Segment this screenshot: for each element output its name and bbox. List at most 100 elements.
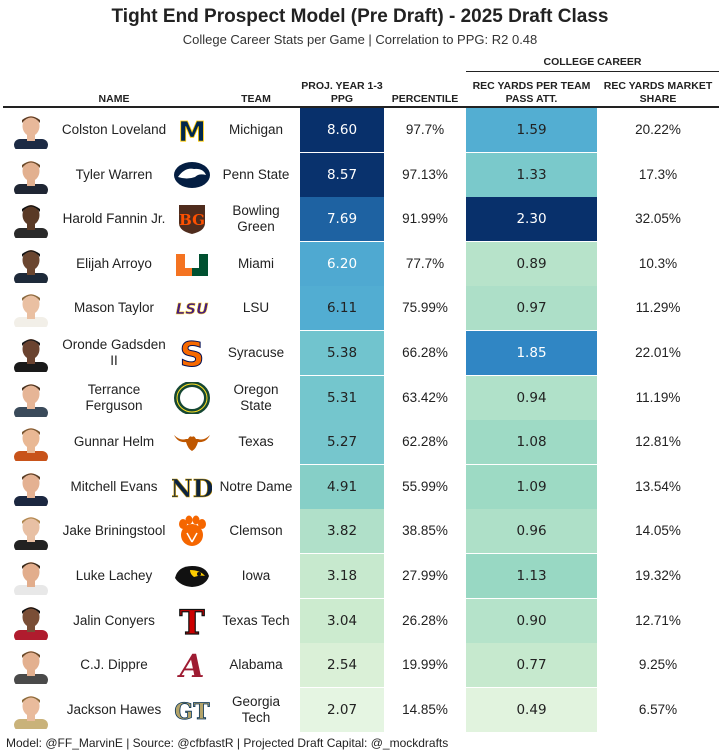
table-row-elijah-arroyo: Elijah Arroyo Miami 6.20 77.7% 0.89 10.3% — [0, 241, 720, 286]
percentile-cell: 97.13% — [402, 166, 448, 182]
team-name: LSU — [242, 300, 270, 316]
player-name: Elijah Arroyo — [76, 255, 152, 271]
market-share-cell: 12.81% — [635, 434, 681, 450]
team-name: Oregon State — [233, 381, 279, 413]
rec-yards-per-pass-cell: 1.13 — [466, 554, 597, 598]
player-headshot — [10, 646, 52, 685]
player-headshot — [10, 423, 52, 462]
syracuse-logo-icon: S — [172, 337, 212, 369]
svg-text:ND: ND — [172, 474, 212, 502]
player-name: Luke Lachey — [75, 568, 153, 583]
player-name: Jalin Conyers — [73, 612, 155, 628]
table-row-mason-taylor: Mason Taylor LSU LSU 6.11 75.99% 0.97 11.29% — [0, 286, 720, 331]
percentile-cell: 19.99% — [402, 657, 448, 673]
percentile-cell: 77.7% — [405, 255, 445, 271]
miami-logo-icon — [172, 248, 212, 280]
lsu-logo-icon: LSU — [172, 292, 212, 324]
proj-ppg-cell: 2.54 — [300, 643, 384, 688]
header-percentile: PERCENTILE — [391, 93, 459, 105]
team-name: Iowa — [241, 568, 271, 583]
team-name: Alabama — [229, 657, 283, 673]
table-row-c-j-dippre: C.J. Dippre A Alabama 2.54 19.99% 0.77 9.25% — [0, 643, 720, 688]
georgia-tech-logo-icon: GT — [172, 694, 212, 726]
header-rec-yards-per-pass: REC YARDS PER TEAM PASS ATT. — [472, 80, 591, 105]
group-header-rule — [466, 71, 719, 72]
percentile-cell: 14.85% — [402, 701, 448, 717]
footer-credits: Model: @FF_MarvinE | Source: @cfbfastR |… — [6, 736, 449, 750]
proj-ppg-cell: 6.20 — [300, 241, 384, 286]
team-name: Texas Tech — [222, 612, 290, 628]
penn-state-logo-icon — [172, 159, 212, 191]
team-name: Penn State — [222, 166, 290, 182]
team-name: Texas — [238, 434, 274, 450]
player-name: Colston Loveland — [61, 122, 167, 137]
player-name: Jake Briningstool — [62, 523, 166, 539]
rec-yards-per-pass-cell: 2.30 — [466, 197, 597, 242]
texas-logo-icon — [172, 426, 212, 458]
proj-ppg-cell: 5.31 — [300, 375, 384, 420]
player-name: Gunnar Helm — [73, 434, 155, 450]
percentile-cell: 38.85% — [402, 523, 448, 539]
player-headshot — [10, 557, 52, 595]
header-market-share: REC YARDS MARKET SHARE — [603, 80, 713, 105]
rec-yards-per-pass-cell: 1.85 — [466, 331, 597, 375]
percentile-cell: 62.28% — [402, 434, 448, 450]
iowa-logo-icon — [172, 560, 212, 592]
percentile-cell: 55.99% — [402, 478, 448, 494]
percentile-cell: 27.99% — [402, 568, 448, 583]
table-row-tyler-warren: Tyler Warren Penn State 8.57 97.13% 1.33 17.3… — [0, 152, 720, 197]
table-row-colston-loveland: Colston Loveland M Michigan 8.60 97.7% 1.59 20… — [0, 108, 720, 152]
rec-yards-per-pass-cell: 0.97 — [466, 286, 597, 331]
svg-text:M: M — [178, 116, 206, 144]
proj-ppg-cell: 4.91 — [300, 464, 384, 509]
player-headshot — [10, 379, 52, 417]
proj-ppg-cell: 8.60 — [300, 108, 384, 152]
percentile-cell: 91.99% — [402, 211, 448, 227]
table-row-jackson-hawes: Jackson Hawes GT Georgia Tech 2.07 14.85% 0.4… — [0, 687, 720, 732]
proj-ppg-cell: 3.82 — [300, 509, 384, 554]
player-headshot — [10, 468, 52, 506]
svg-text:A: A — [177, 649, 205, 681]
player-name: Jackson Hawes — [66, 701, 162, 717]
team-name: Syracuse — [227, 345, 285, 360]
table-row-oronde-gadsden-ii: Oronde Gadsden II S Syracuse 5.38 66.28% 1.85… — [0, 331, 720, 375]
player-name: Mitchell Evans — [70, 478, 158, 494]
svg-text:S: S — [180, 337, 205, 369]
market-share-cell: 20.22% — [635, 122, 681, 137]
proj-ppg-cell: 3.18 — [300, 554, 384, 598]
market-share-cell: 9.25% — [638, 657, 678, 673]
chart-subtitle: College Career Stats per Game | Correlat… — [182, 32, 538, 47]
notre-dame-logo-icon: ND — [172, 471, 212, 503]
header-team: TEAM — [241, 93, 271, 105]
percentile-cell: 66.28% — [402, 345, 448, 360]
player-headshot — [10, 334, 52, 372]
market-share-cell: 19.32% — [635, 568, 681, 583]
table-row-harold-fannin-jr: Harold Fannin Jr. BG Bowling Green 7.69 91.9… — [0, 197, 720, 242]
rec-yards-per-pass-cell: 1.33 — [466, 152, 597, 197]
table-row-terrance-ferguson: Terrance Ferguson Oregon State 5.31 63.42% 0… — [0, 375, 720, 420]
svg-text:GT: GT — [174, 699, 210, 723]
alabama-logo-icon: A — [172, 649, 212, 681]
player-headshot — [10, 200, 52, 239]
rec-yards-per-pass-cell: 0.96 — [466, 509, 597, 554]
player-name: Tyler Warren — [75, 166, 153, 182]
market-share-cell: 32.05% — [635, 211, 681, 227]
oregon-state-logo-icon — [172, 381, 212, 414]
table-row-gunnar-helm: Gunnar Helm Texas 5.27 62.28% 1.08 12.81% — [0, 420, 720, 465]
player-name: Mason Taylor — [73, 300, 155, 316]
percentile-cell: 75.99% — [402, 300, 448, 316]
proj-ppg-cell: 6.11 — [300, 286, 384, 331]
team-name: Georgia Tech — [231, 693, 281, 725]
player-headshot — [10, 156, 52, 194]
chart-title: Tight End Prospect Model (Pre Draft) - 2… — [111, 6, 609, 27]
player-name: Terrance Ferguson — [85, 381, 143, 413]
header-rule — [3, 106, 719, 108]
rec-yards-per-pass-cell: 1.59 — [466, 108, 597, 152]
team-name: Miami — [238, 255, 274, 271]
rec-yards-per-pass-cell: 0.94 — [466, 375, 597, 420]
table-row-mitchell-evans: Mitchell Evans ND Notre Dame 4.91 55.99% 1.09… — [0, 464, 720, 509]
team-name: Notre Dame — [219, 478, 293, 494]
rec-yards-per-pass-cell: 0.90 — [466, 598, 597, 643]
market-share-cell: 14.05% — [635, 523, 681, 539]
percentile-cell: 97.7% — [405, 122, 445, 137]
